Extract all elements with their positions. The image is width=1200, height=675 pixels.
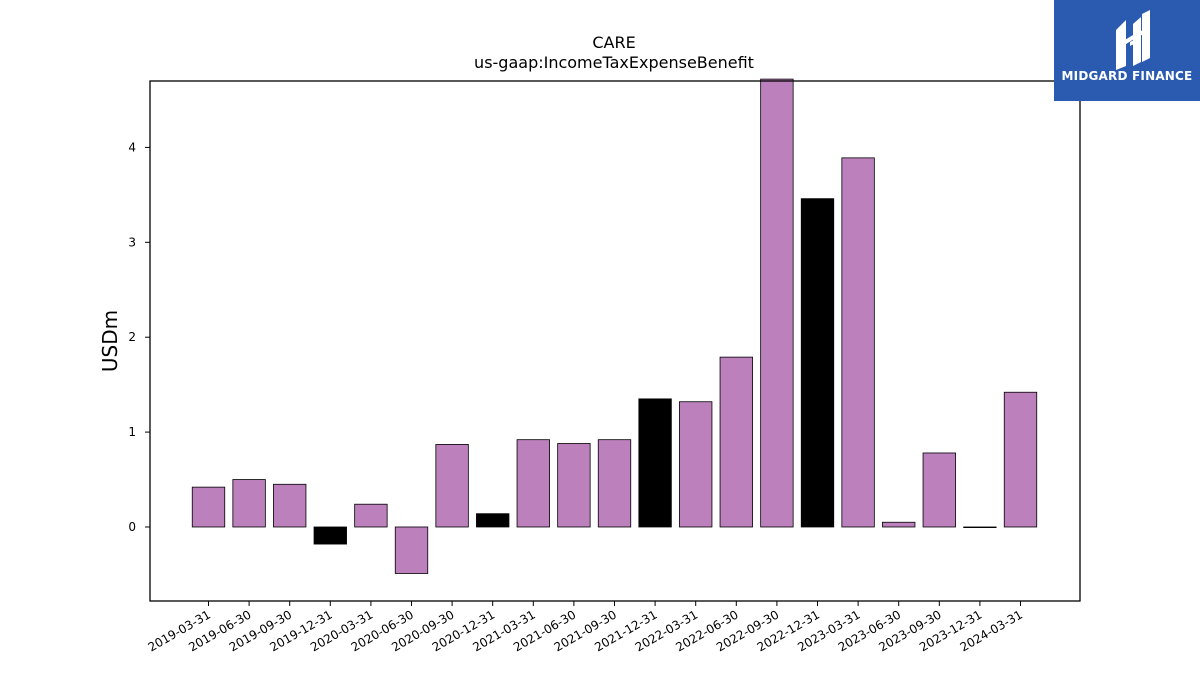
bar-2020-03-31 <box>354 503 388 528</box>
bar-2022-09-30 <box>760 78 794 528</box>
logo-text: MIDGARD FINANCE <box>1061 69 1193 83</box>
bar-2020-06-30 <box>394 526 429 574</box>
y-tick-label: 3 <box>128 235 136 249</box>
bar-2022-12-31 <box>800 198 835 528</box>
bar-2019-09-30 <box>273 483 307 528</box>
midgard-finance-logo: MIDGARD FINANCE <box>1054 0 1200 101</box>
bar-2023-03-31 <box>841 157 875 528</box>
y-tick-label: 1 <box>128 425 136 439</box>
bar-2023-12-31 <box>963 526 997 528</box>
bar-2023-06-30 <box>882 521 916 528</box>
plot-frame <box>149 80 1081 602</box>
bar-2019-06-30 <box>232 479 266 528</box>
logo-mark-icon <box>1116 10 1150 70</box>
bar-2024-03-31 <box>1003 391 1038 528</box>
bar-2019-03-31 <box>191 486 226 528</box>
bar-2020-12-31 <box>476 513 510 528</box>
bar-2021-12-31 <box>638 398 672 528</box>
bar-2022-03-31 <box>679 401 713 528</box>
y-tick-label: 0 <box>128 520 136 534</box>
bar-2023-09-30 <box>922 452 956 528</box>
bar-2022-06-30 <box>719 356 753 528</box>
y-tick-label: 2 <box>128 330 136 344</box>
y-tick-label: 4 <box>128 140 136 154</box>
y-axis-label: USDm <box>98 310 122 372</box>
bar-2020-09-30 <box>435 444 469 528</box>
chart-title: CARE <box>592 33 635 52</box>
y-axis: 0 1 2 3 4 <box>128 140 150 534</box>
bar-2021-09-30 <box>597 439 632 528</box>
bars-group <box>191 78 1038 574</box>
chart-subtitle: us-gaap:IncomeTaxExpenseBenefit <box>474 53 754 72</box>
bar-2021-06-30 <box>557 443 591 528</box>
bar-2019-12-31 <box>313 526 347 545</box>
x-axis: 2019-03-312019-06-302019-09-302019-12-31… <box>146 601 1025 654</box>
bar-2021-03-31 <box>516 439 550 528</box>
